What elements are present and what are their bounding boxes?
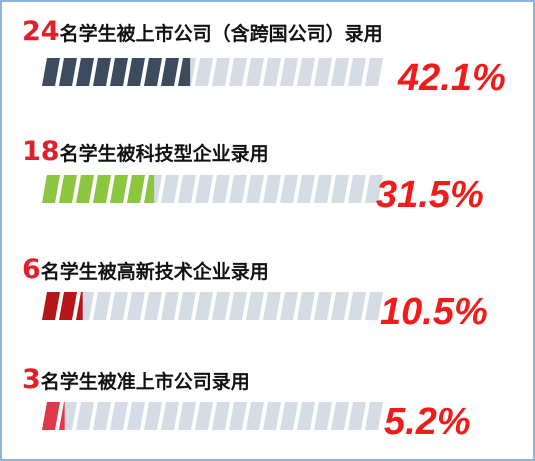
bar-segment bbox=[195, 58, 213, 86]
bar-segment bbox=[229, 58, 247, 86]
bar-segment bbox=[280, 58, 298, 86]
bar-segment bbox=[246, 292, 264, 320]
count: 24 bbox=[22, 16, 60, 47]
bar-segment bbox=[93, 402, 111, 430]
percent-label: 31.5% bbox=[376, 174, 484, 216]
bar-segment bbox=[331, 402, 349, 430]
bar-segment bbox=[195, 175, 213, 203]
bar-segment bbox=[229, 175, 247, 203]
bar-segment bbox=[314, 58, 332, 86]
bar-segment bbox=[331, 175, 349, 203]
bar-segment bbox=[263, 58, 281, 86]
bar-segment bbox=[127, 292, 145, 320]
bar-segment bbox=[178, 402, 196, 430]
row-label: 3名学生被准上市公司录用 bbox=[22, 364, 250, 395]
percent-label: 10.5% bbox=[380, 291, 488, 333]
bar-segment bbox=[280, 292, 298, 320]
bar-segment bbox=[263, 292, 281, 320]
bar-segment bbox=[127, 402, 145, 430]
bar-fill bbox=[42, 58, 191, 86]
bar-segment bbox=[161, 292, 179, 320]
bar-segment bbox=[297, 402, 315, 430]
bar-segment bbox=[246, 175, 264, 203]
bar-segment bbox=[161, 402, 179, 430]
bar-segment bbox=[263, 175, 281, 203]
bar-segment bbox=[93, 292, 111, 320]
bar-segment bbox=[348, 58, 366, 86]
bar-segment bbox=[331, 292, 349, 320]
label: 名学生被科技型企业录用 bbox=[60, 142, 269, 165]
bar-segment bbox=[161, 175, 179, 203]
bar-segment bbox=[365, 402, 383, 430]
percent-label: 42.1% bbox=[397, 57, 506, 99]
bar-segment bbox=[365, 292, 383, 320]
bar-segment bbox=[144, 402, 162, 430]
bar-segment bbox=[212, 402, 230, 430]
count: 18 bbox=[22, 136, 60, 167]
bar-segment bbox=[178, 175, 196, 203]
bar-segment bbox=[365, 175, 383, 203]
bar-segment bbox=[178, 292, 196, 320]
row-label: 18名学生被科技型企业录用 bbox=[22, 136, 269, 167]
bar-segment bbox=[297, 292, 315, 320]
count: 6 bbox=[22, 254, 41, 285]
row-label: 24名学生被上市公司（含跨国公司）录用 bbox=[22, 16, 383, 47]
row-label: 6名学生被高新技术企业录用 bbox=[22, 254, 269, 285]
bar-segment bbox=[348, 402, 366, 430]
bar-segment bbox=[263, 402, 281, 430]
bar-segment bbox=[144, 292, 162, 320]
bar-segment bbox=[195, 292, 213, 320]
bar-segment bbox=[246, 402, 264, 430]
bar-segment bbox=[76, 402, 94, 430]
bar-segment bbox=[314, 292, 332, 320]
bar-segment bbox=[195, 402, 213, 430]
bar-segment bbox=[212, 175, 230, 203]
bar-segment bbox=[246, 58, 264, 86]
bar-segment bbox=[229, 402, 247, 430]
bar-segment bbox=[110, 402, 128, 430]
bar-segment bbox=[348, 292, 366, 320]
bar-segment bbox=[110, 292, 128, 320]
bar-segment bbox=[212, 292, 230, 320]
label: 名学生被高新技术企业录用 bbox=[41, 260, 269, 283]
bar-segment bbox=[297, 175, 315, 203]
bar-segment bbox=[212, 58, 230, 86]
percent-label: 5.2% bbox=[384, 401, 471, 443]
bar-segment bbox=[280, 175, 298, 203]
bar-segment bbox=[280, 402, 298, 430]
bar-segment bbox=[314, 402, 332, 430]
count: 3 bbox=[22, 364, 41, 395]
bar-segment bbox=[348, 175, 366, 203]
bar-segment bbox=[314, 175, 332, 203]
label: 名学生被上市公司（含跨国公司）录用 bbox=[60, 22, 383, 45]
bar-segment bbox=[229, 292, 247, 320]
bar-segment bbox=[365, 58, 383, 86]
bar-segment bbox=[331, 58, 349, 86]
label: 名学生被准上市公司录用 bbox=[41, 370, 250, 393]
bar-segment bbox=[297, 58, 315, 86]
